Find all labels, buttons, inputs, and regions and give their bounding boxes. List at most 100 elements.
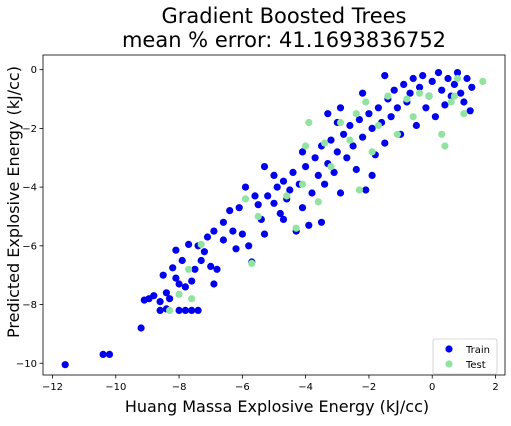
point-train (207, 262, 215, 270)
point-train (105, 350, 114, 358)
point-train (279, 215, 288, 223)
point-test (241, 195, 250, 203)
point-test (362, 98, 370, 106)
point-train (229, 227, 237, 235)
point-train (412, 121, 420, 130)
point-train (343, 154, 351, 162)
point-train (359, 133, 367, 141)
point-train (181, 283, 189, 291)
point-test (453, 74, 462, 83)
point-train (362, 186, 370, 194)
point-train (349, 142, 357, 150)
point-train (390, 86, 398, 94)
point-train (191, 265, 199, 273)
point-test (292, 224, 300, 232)
point-test (384, 92, 392, 100)
point-train (333, 148, 341, 156)
point-train (311, 154, 319, 162)
point-train (172, 246, 180, 254)
point-test (305, 118, 313, 127)
point-test (185, 265, 193, 273)
point-test (346, 136, 354, 144)
point-test (441, 142, 449, 150)
point-train (260, 230, 269, 238)
point-train (213, 265, 221, 273)
point-train (330, 168, 338, 176)
point-train (235, 204, 243, 212)
point-test (302, 142, 310, 150)
point-train (276, 209, 284, 218)
point-train (336, 189, 345, 197)
point-train (431, 113, 439, 121)
series-train (61, 69, 476, 369)
point-train (393, 104, 401, 112)
point-train (241, 183, 250, 191)
point-train (419, 72, 427, 80)
point-test (321, 139, 329, 147)
plot-frame (42, 54, 506, 376)
point-train (178, 256, 186, 265)
legend-marker-test (445, 360, 453, 368)
point-train (327, 136, 335, 144)
point-train (210, 227, 218, 235)
point-test (409, 113, 417, 121)
point-train (368, 124, 376, 132)
x-tick-label: −12 (42, 382, 63, 393)
series-test (166, 74, 487, 314)
point-train (406, 89, 414, 97)
point-train (219, 218, 227, 226)
point-train (466, 107, 474, 115)
point-train (260, 163, 269, 171)
point-train (441, 101, 449, 109)
point-train (457, 89, 465, 97)
point-test (188, 295, 196, 303)
point-train (444, 74, 452, 83)
point-train (61, 361, 69, 369)
point-train (137, 324, 145, 332)
point-train (298, 204, 307, 212)
point-train (305, 221, 313, 229)
point-train (232, 245, 240, 253)
point-test (447, 98, 455, 106)
point-test (248, 259, 256, 267)
point-train (381, 72, 389, 80)
point-test (450, 92, 458, 100)
point-train (166, 295, 174, 303)
point-train (254, 201, 262, 209)
point-train (428, 77, 436, 85)
point-test (283, 192, 291, 200)
point-train (387, 113, 395, 121)
y-tick-label: −6 (22, 241, 37, 252)
point-train (185, 240, 193, 248)
point-train (438, 86, 446, 94)
point-train (340, 130, 348, 138)
point-train (400, 80, 408, 88)
point-train (450, 80, 458, 88)
point-train (314, 171, 322, 179)
point-train (200, 248, 208, 256)
x-tick-label: −10 (105, 382, 126, 393)
y-tick-label: 0 (31, 65, 37, 76)
point-train (374, 104, 382, 112)
point-train (355, 116, 363, 124)
point-test (374, 121, 382, 130)
legend-marker-train (445, 345, 453, 353)
point-train (210, 280, 218, 288)
point-train (286, 186, 294, 194)
point-test (175, 290, 183, 298)
point-test (254, 212, 262, 221)
x-tick-label: −2 (362, 382, 377, 393)
point-train (159, 271, 167, 279)
point-train (197, 256, 205, 265)
point-train (352, 165, 360, 174)
point-train (434, 69, 443, 77)
point-test (368, 148, 376, 156)
point-test (314, 198, 322, 206)
point-train (175, 280, 183, 288)
point-train (463, 74, 471, 83)
legend-label-test: Test (465, 360, 486, 371)
point-train (298, 148, 307, 156)
point-train (365, 110, 373, 118)
